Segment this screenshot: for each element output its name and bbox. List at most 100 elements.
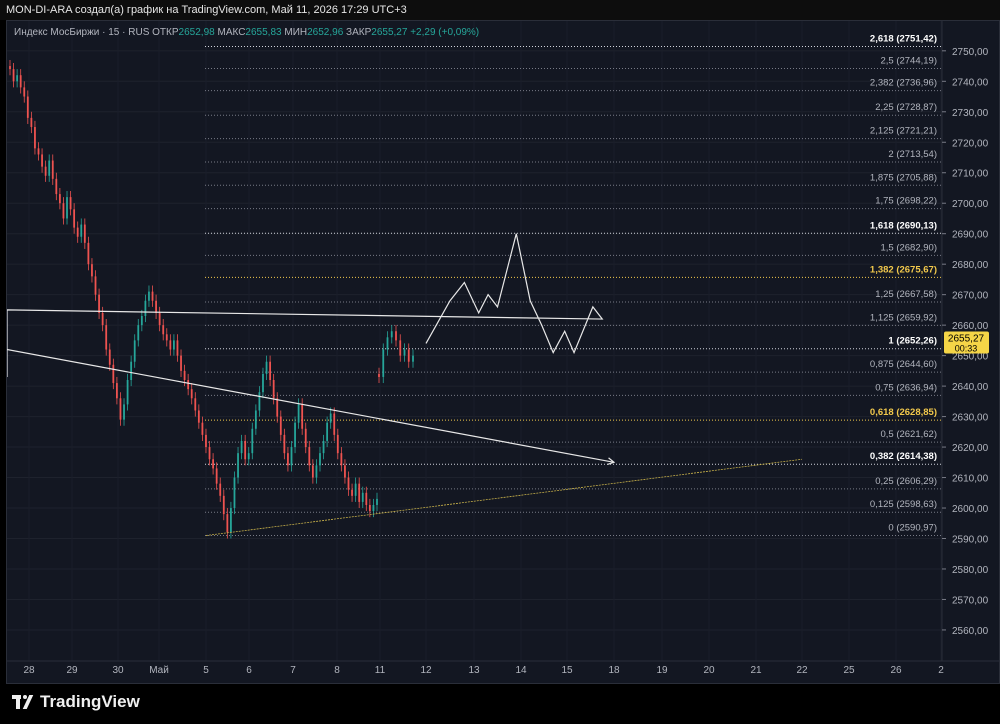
candle-body bbox=[340, 453, 343, 466]
candle-body bbox=[23, 87, 26, 97]
candle-body bbox=[294, 422, 296, 448]
fib-level-label: 2,25 (2728,87) bbox=[875, 102, 937, 113]
time-tick-label: 29 bbox=[66, 665, 78, 676]
candle-body bbox=[101, 312, 104, 326]
projection-line bbox=[7, 233, 615, 463]
candle-body bbox=[347, 477, 350, 490]
candle-body bbox=[137, 325, 140, 341]
time-tick-label: 8 bbox=[334, 665, 340, 676]
candle-body bbox=[173, 340, 175, 350]
price-tick-label: 2620,00 bbox=[952, 443, 989, 454]
price-tick-label: 2670,00 bbox=[952, 291, 989, 302]
price-tick-label: 2590,00 bbox=[952, 535, 989, 546]
candle-body bbox=[119, 398, 122, 420]
candle-body bbox=[378, 373, 380, 377]
time-tick-label: 13 bbox=[468, 665, 480, 676]
price-tick-label: 2720,00 bbox=[952, 138, 989, 149]
time-tick-label: 28 bbox=[23, 665, 35, 676]
time-tick-label: 26 bbox=[890, 665, 902, 676]
projection-arrow bbox=[607, 457, 616, 466]
candle-body bbox=[290, 447, 293, 466]
candle-body bbox=[108, 349, 111, 365]
trend-line bbox=[205, 458, 803, 536]
candle-body bbox=[194, 398, 197, 411]
time-tick-label: 25 bbox=[843, 665, 855, 676]
brand-name: TradingView bbox=[40, 692, 140, 711]
candle-body bbox=[183, 370, 186, 381]
candle-body bbox=[365, 492, 368, 505]
candle-body bbox=[26, 96, 29, 118]
candle-body bbox=[390, 331, 393, 338]
candle-body bbox=[333, 413, 336, 435]
candle-body bbox=[254, 410, 257, 429]
time-tick-label: 6 bbox=[246, 665, 252, 676]
candle-body bbox=[244, 440, 247, 460]
candle-body bbox=[315, 465, 318, 478]
brand[interactable]: TradingView bbox=[12, 692, 140, 712]
candle-body bbox=[55, 178, 58, 195]
time-tick-label: 11 bbox=[375, 665, 386, 676]
price-tick-label: 2660,00 bbox=[952, 321, 989, 332]
fib-level-label: 0,382 (2614,38) bbox=[870, 451, 937, 462]
candle-body bbox=[69, 197, 72, 210]
time-tick-label: 5 bbox=[203, 665, 209, 676]
candle-body bbox=[301, 404, 304, 429]
change-value: +2,29 (+0,09%) bbox=[410, 27, 480, 38]
time-tick-label: 18 bbox=[608, 665, 620, 676]
candle-body bbox=[382, 349, 385, 377]
close-label: ЗАКР bbox=[346, 27, 372, 38]
price-axis: 2560,00 2570,00 2580,00 2590,00 2600,00 2610,… bbox=[941, 21, 989, 661]
candle-body bbox=[354, 483, 357, 496]
candle-body bbox=[407, 349, 410, 362]
footer bbox=[0, 684, 1000, 724]
candle-body bbox=[44, 166, 47, 176]
fib-level-label: 1,875 (2705,88) bbox=[870, 172, 937, 183]
candle-body bbox=[94, 276, 97, 295]
candle-body bbox=[326, 422, 329, 441]
candle-body bbox=[9, 66, 11, 70]
candle-body bbox=[51, 160, 54, 179]
candle-body bbox=[319, 453, 321, 466]
chart-header-title: MON-DI-ARA создал(а) график на TradingVi… bbox=[0, 0, 1000, 20]
price-tick-label: 2570,00 bbox=[952, 595, 989, 606]
candle-body bbox=[30, 117, 33, 128]
candle-body bbox=[12, 69, 15, 82]
fib-level-label: 1,5 (2682,90) bbox=[880, 242, 937, 253]
candle-body bbox=[336, 434, 339, 454]
open-value: 2652,98 bbox=[178, 27, 215, 38]
time-tick-label: 30 bbox=[112, 665, 124, 676]
chart-area[interactable]: 0 (2590,97) 0,125 (2598,63) 0,25 (2606,29)… bbox=[6, 20, 1000, 684]
candle-body bbox=[262, 373, 264, 393]
fib-level-label: 2 (2713,54) bbox=[888, 149, 937, 160]
time-tick-label: 21 bbox=[750, 665, 762, 676]
candle-body bbox=[403, 349, 406, 356]
fib-level-label: 1,125 (2659,92) bbox=[870, 312, 937, 323]
fib-level-label: 0,75 (2636,94) bbox=[875, 382, 937, 393]
price-tick-label: 2610,00 bbox=[952, 474, 989, 485]
candle-body bbox=[58, 194, 61, 204]
candle-body bbox=[311, 465, 314, 478]
fib-level-label: 1,382 (2675,67) bbox=[870, 264, 937, 275]
candle-body bbox=[105, 325, 108, 350]
candle-body bbox=[344, 465, 346, 478]
candle-body bbox=[276, 398, 279, 417]
candle-body bbox=[208, 447, 211, 460]
candle-body bbox=[247, 453, 250, 460]
candle-body bbox=[19, 75, 22, 88]
candle-body bbox=[148, 291, 150, 301]
tradingview-logo-icon bbox=[12, 695, 34, 709]
last-price-tag: 2655,2700:33 bbox=[944, 331, 989, 354]
candle-body bbox=[62, 203, 65, 219]
candle-body bbox=[91, 264, 93, 277]
candle-body bbox=[283, 434, 286, 454]
price-tick-label: 2730,00 bbox=[952, 108, 989, 119]
price-tick-label: 2690,00 bbox=[952, 230, 989, 241]
fib-retracement: 0 (2590,97) 0,125 (2598,63) 0,25 (2606,29)… bbox=[205, 33, 942, 537]
candle-body bbox=[279, 416, 282, 435]
candle-body bbox=[176, 340, 179, 356]
candle-body bbox=[212, 459, 214, 469]
candle-body bbox=[187, 380, 190, 390]
chart-svg[interactable]: 0 (2590,97) 0,125 (2598,63) 0,25 (2606,29)… bbox=[7, 21, 999, 683]
grid bbox=[7, 21, 942, 661]
candle-body bbox=[76, 227, 79, 237]
